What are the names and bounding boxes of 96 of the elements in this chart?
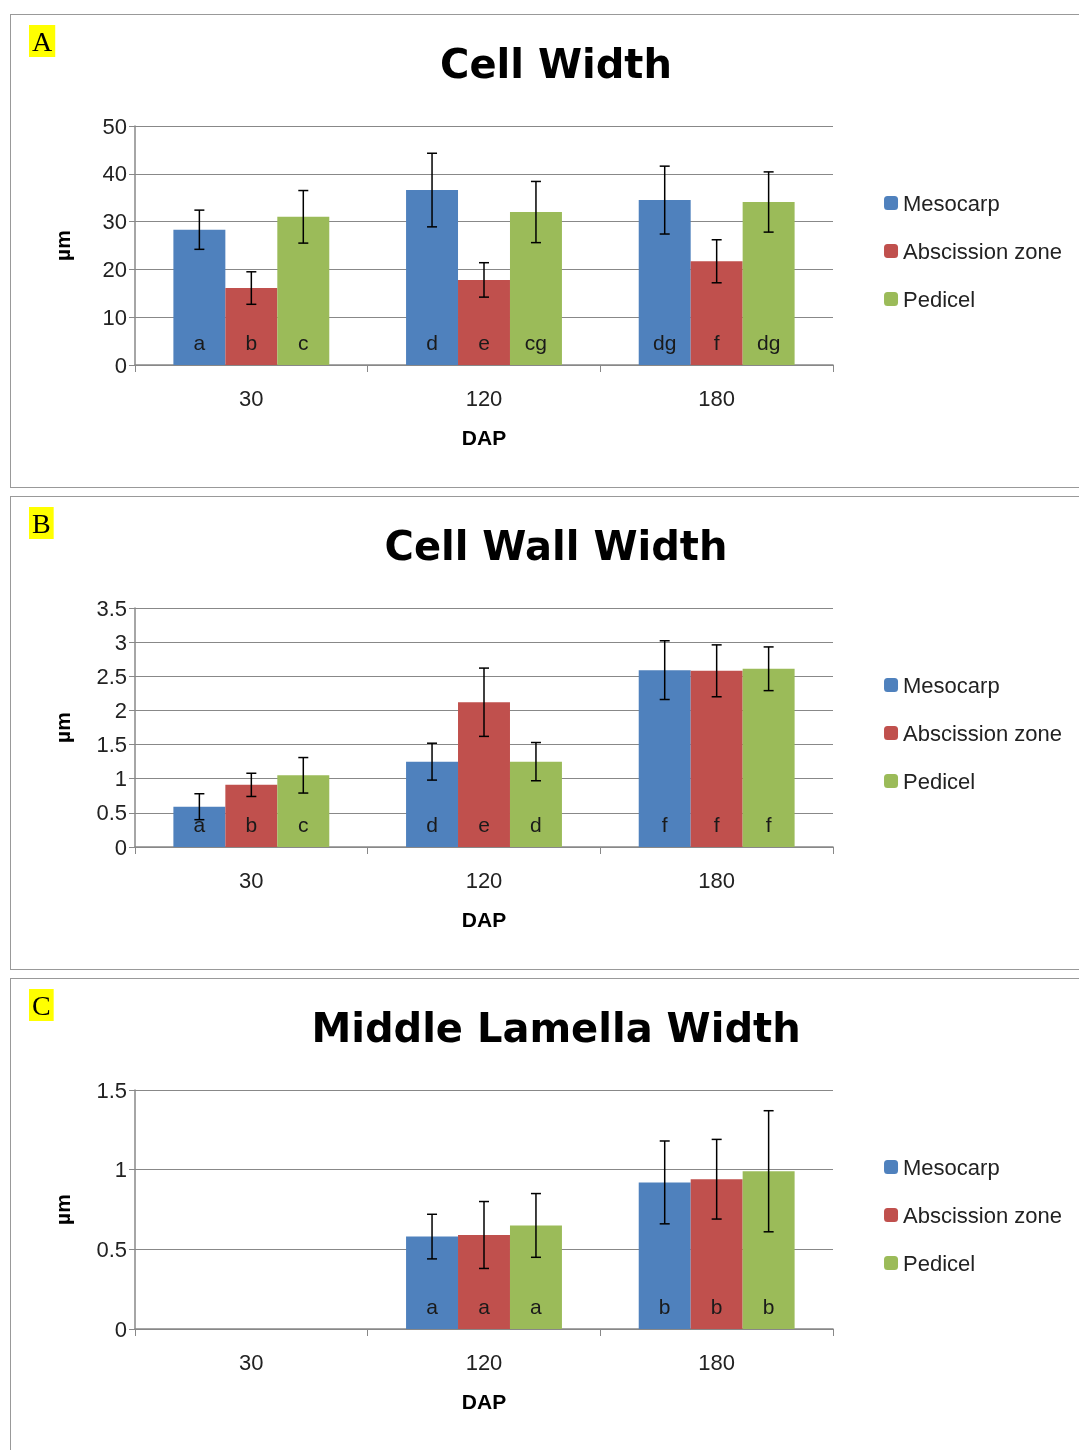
y-tick-label: 1.5 bbox=[96, 1077, 127, 1103]
legend-label: Pedicel bbox=[903, 768, 976, 794]
x-axis-title: DAP bbox=[461, 908, 507, 931]
data-label: dg bbox=[756, 331, 781, 354]
bar bbox=[458, 1234, 510, 1329]
text: B bbox=[32, 507, 51, 539]
y-tick-label: 0 bbox=[114, 834, 127, 860]
data-label: b bbox=[762, 1295, 775, 1318]
data-label: dg bbox=[653, 331, 677, 354]
chart-title: Cell Wall Width bbox=[384, 523, 728, 569]
data-label: a bbox=[530, 1295, 543, 1318]
y-tick-label: 1.5 bbox=[96, 732, 127, 758]
data-label: a bbox=[478, 1295, 491, 1318]
x-tick-label: 180 bbox=[698, 1349, 736, 1375]
data-label: a bbox=[193, 331, 206, 354]
x-tick-label: 30 bbox=[239, 385, 264, 411]
bar bbox=[509, 761, 562, 847]
data-label: f bbox=[661, 813, 668, 836]
data-label: b bbox=[245, 331, 258, 354]
legend-label: Mesocarp bbox=[903, 190, 1000, 216]
data-label: a bbox=[426, 1295, 439, 1318]
y-tick-label: 1 bbox=[114, 766, 127, 792]
legend-label: Mesocarp bbox=[903, 1154, 1000, 1180]
data-label: c bbox=[298, 813, 309, 836]
bar bbox=[638, 670, 691, 847]
x-axis-title: DAP bbox=[461, 426, 507, 449]
data-label: cg bbox=[524, 331, 548, 354]
y-axis-title: µm bbox=[51, 230, 74, 261]
legend-label: Abscission zone bbox=[903, 720, 1063, 746]
data-label: f bbox=[765, 813, 772, 836]
bar bbox=[277, 216, 330, 365]
y-tick-label: 10 bbox=[102, 304, 127, 330]
bar bbox=[277, 775, 330, 847]
data-label: b bbox=[245, 813, 258, 836]
bar bbox=[225, 288, 278, 365]
x-tick-label: 180 bbox=[698, 385, 736, 411]
y-tick-label: 2 bbox=[114, 697, 127, 723]
bar bbox=[742, 1171, 795, 1329]
y-tick-label: 50 bbox=[102, 113, 127, 139]
y-tick-label: 30 bbox=[102, 209, 127, 235]
bar bbox=[173, 806, 226, 847]
bar bbox=[690, 1179, 743, 1329]
y-tick-label: 40 bbox=[102, 161, 127, 187]
bar bbox=[638, 1182, 691, 1329]
data-label: e bbox=[478, 813, 490, 836]
x-tick-label: 180 bbox=[698, 867, 736, 893]
y-tick-label: 0 bbox=[114, 352, 127, 378]
x-axis-title: DAP bbox=[461, 1390, 507, 1413]
data-label: a bbox=[193, 813, 206, 836]
chart-title: Cell Width bbox=[440, 41, 672, 87]
legend-label: Pedicel bbox=[903, 286, 976, 312]
data-label: d bbox=[426, 813, 438, 836]
y-tick-label: 3.5 bbox=[96, 595, 127, 621]
y-tick-label: 3 bbox=[114, 629, 127, 655]
bar bbox=[509, 1225, 562, 1329]
bar bbox=[638, 200, 691, 365]
data-label: d bbox=[530, 813, 542, 836]
data-label: b bbox=[710, 1295, 723, 1318]
bar bbox=[742, 668, 795, 847]
text: A bbox=[32, 25, 53, 57]
text: C bbox=[32, 989, 51, 1021]
data-label: f bbox=[713, 813, 720, 836]
bar bbox=[458, 702, 510, 847]
data-label: d bbox=[426, 331, 438, 354]
bar bbox=[406, 190, 459, 365]
y-tick-label: 1 bbox=[114, 1157, 127, 1183]
bar bbox=[742, 202, 795, 365]
x-tick-label: 30 bbox=[239, 867, 264, 893]
y-tick-label: 0 bbox=[114, 1316, 127, 1342]
bar bbox=[406, 1236, 459, 1329]
y-tick-label: 20 bbox=[102, 256, 127, 282]
bar bbox=[225, 784, 278, 847]
x-tick-label: 30 bbox=[239, 1349, 264, 1375]
y-tick-label: 0.5 bbox=[96, 800, 127, 826]
y-tick-label: 0.5 bbox=[96, 1236, 127, 1262]
data-label: f bbox=[713, 331, 720, 354]
bar bbox=[690, 670, 743, 847]
legend-label: Abscission zone bbox=[903, 1202, 1063, 1228]
y-axis-title: µm bbox=[51, 712, 74, 743]
bar bbox=[406, 761, 459, 847]
y-axis-title: µm bbox=[51, 1194, 74, 1225]
bar bbox=[458, 279, 510, 365]
bar bbox=[509, 212, 562, 365]
x-tick-label: 120 bbox=[465, 867, 503, 893]
y-tick-label: 2.5 bbox=[96, 663, 127, 689]
data-label: e bbox=[478, 331, 490, 354]
legend-label: Pedicel bbox=[903, 1250, 976, 1276]
legend-label: Mesocarp bbox=[903, 672, 1000, 698]
bar bbox=[173, 229, 226, 365]
legend-label: Abscission zone bbox=[903, 238, 1063, 264]
bar bbox=[690, 261, 743, 365]
x-tick-label: 120 bbox=[465, 1349, 503, 1375]
data-label: b bbox=[658, 1295, 671, 1318]
data-label: c bbox=[298, 331, 309, 354]
chart-title: Middle Lamella Width bbox=[311, 1005, 801, 1051]
x-tick-label: 120 bbox=[465, 385, 503, 411]
